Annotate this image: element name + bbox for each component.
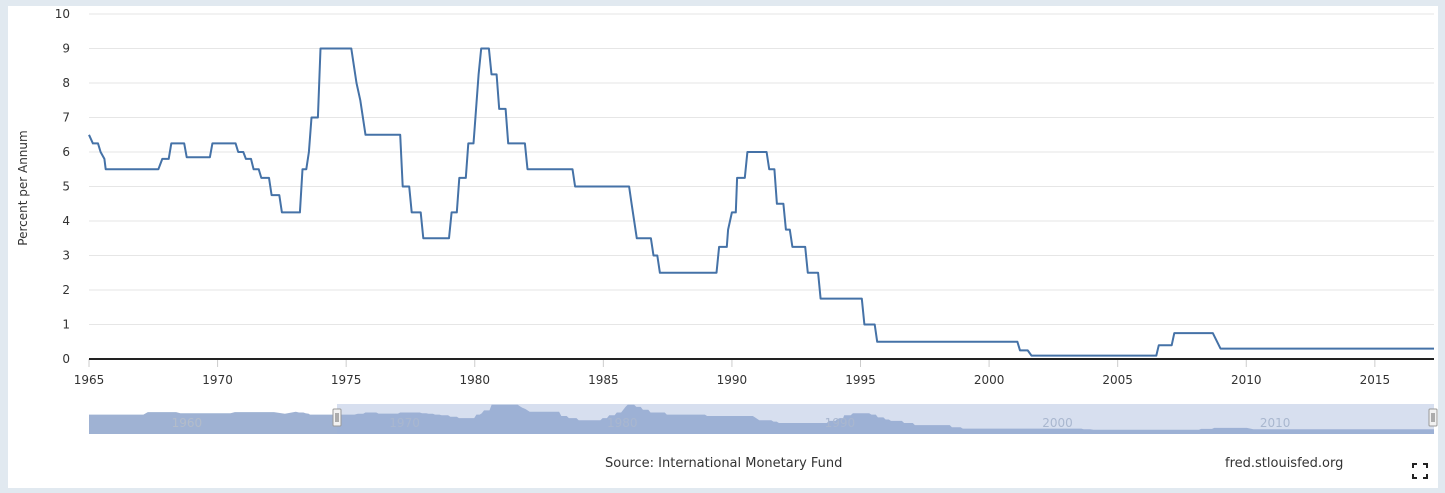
y-tick-label: 8 [62, 76, 70, 90]
navigator-outside-mask [89, 404, 337, 434]
y-tick-label: 3 [62, 249, 70, 263]
x-tick-label: 2010 [1231, 373, 1262, 387]
x-tick-label: 1980 [459, 373, 490, 387]
x-tick-label: 1965 [74, 373, 105, 387]
x-tick-label: 2015 [1360, 373, 1391, 387]
y-tick-label: 7 [62, 111, 70, 125]
y-tick-label: 10 [55, 7, 70, 21]
grid-layer [89, 14, 1434, 325]
navigator-selection[interactable] [337, 404, 1434, 434]
fullscreen-button[interactable] [1412, 463, 1428, 479]
y-axis-label: Percent per Annum [16, 130, 30, 245]
x-tick-label: 2000 [974, 373, 1005, 387]
navigator[interactable]: 196019701980199020002010 [89, 404, 1437, 434]
y-tick-label: 2 [62, 283, 70, 297]
fullscreen-icon [1412, 463, 1428, 479]
chart-svg: 0 1 2 3 4 5 6 7 8 9 10 1965 1970 1975 1980 1985 1990 199… [0, 0, 1445, 493]
y-tick-label: 0 [62, 352, 70, 366]
navigator-handle-left[interactable] [333, 409, 341, 426]
y-tick-label: 1 [62, 318, 70, 332]
y-tick-label: 9 [62, 42, 70, 56]
x-tick-label: 1990 [717, 373, 748, 387]
series-line[interactable] [89, 49, 1434, 356]
x-tick-label: 1995 [845, 373, 876, 387]
x-tick-label: 1970 [202, 373, 233, 387]
x-tick-label: 1975 [331, 373, 362, 387]
site-credit[interactable]: fred.stlouisfed.org [1225, 456, 1343, 471]
x-tick-label: 1985 [588, 373, 619, 387]
y-axis: 0 1 2 3 4 5 6 7 8 9 10 [55, 7, 70, 366]
y-tick-label: 5 [62, 180, 70, 194]
source-credit: Source: International Monetary Fund [605, 456, 842, 471]
x-axis: 1965 1970 1975 1980 1985 1990 1995 2000 2005 2010… [74, 359, 1390, 387]
navigator-handle-right[interactable] [1429, 409, 1437, 426]
series-layer [89, 49, 1434, 356]
y-tick-label: 6 [62, 145, 70, 159]
y-tick-label: 4 [62, 214, 70, 228]
x-tick-label: 2005 [1102, 373, 1133, 387]
